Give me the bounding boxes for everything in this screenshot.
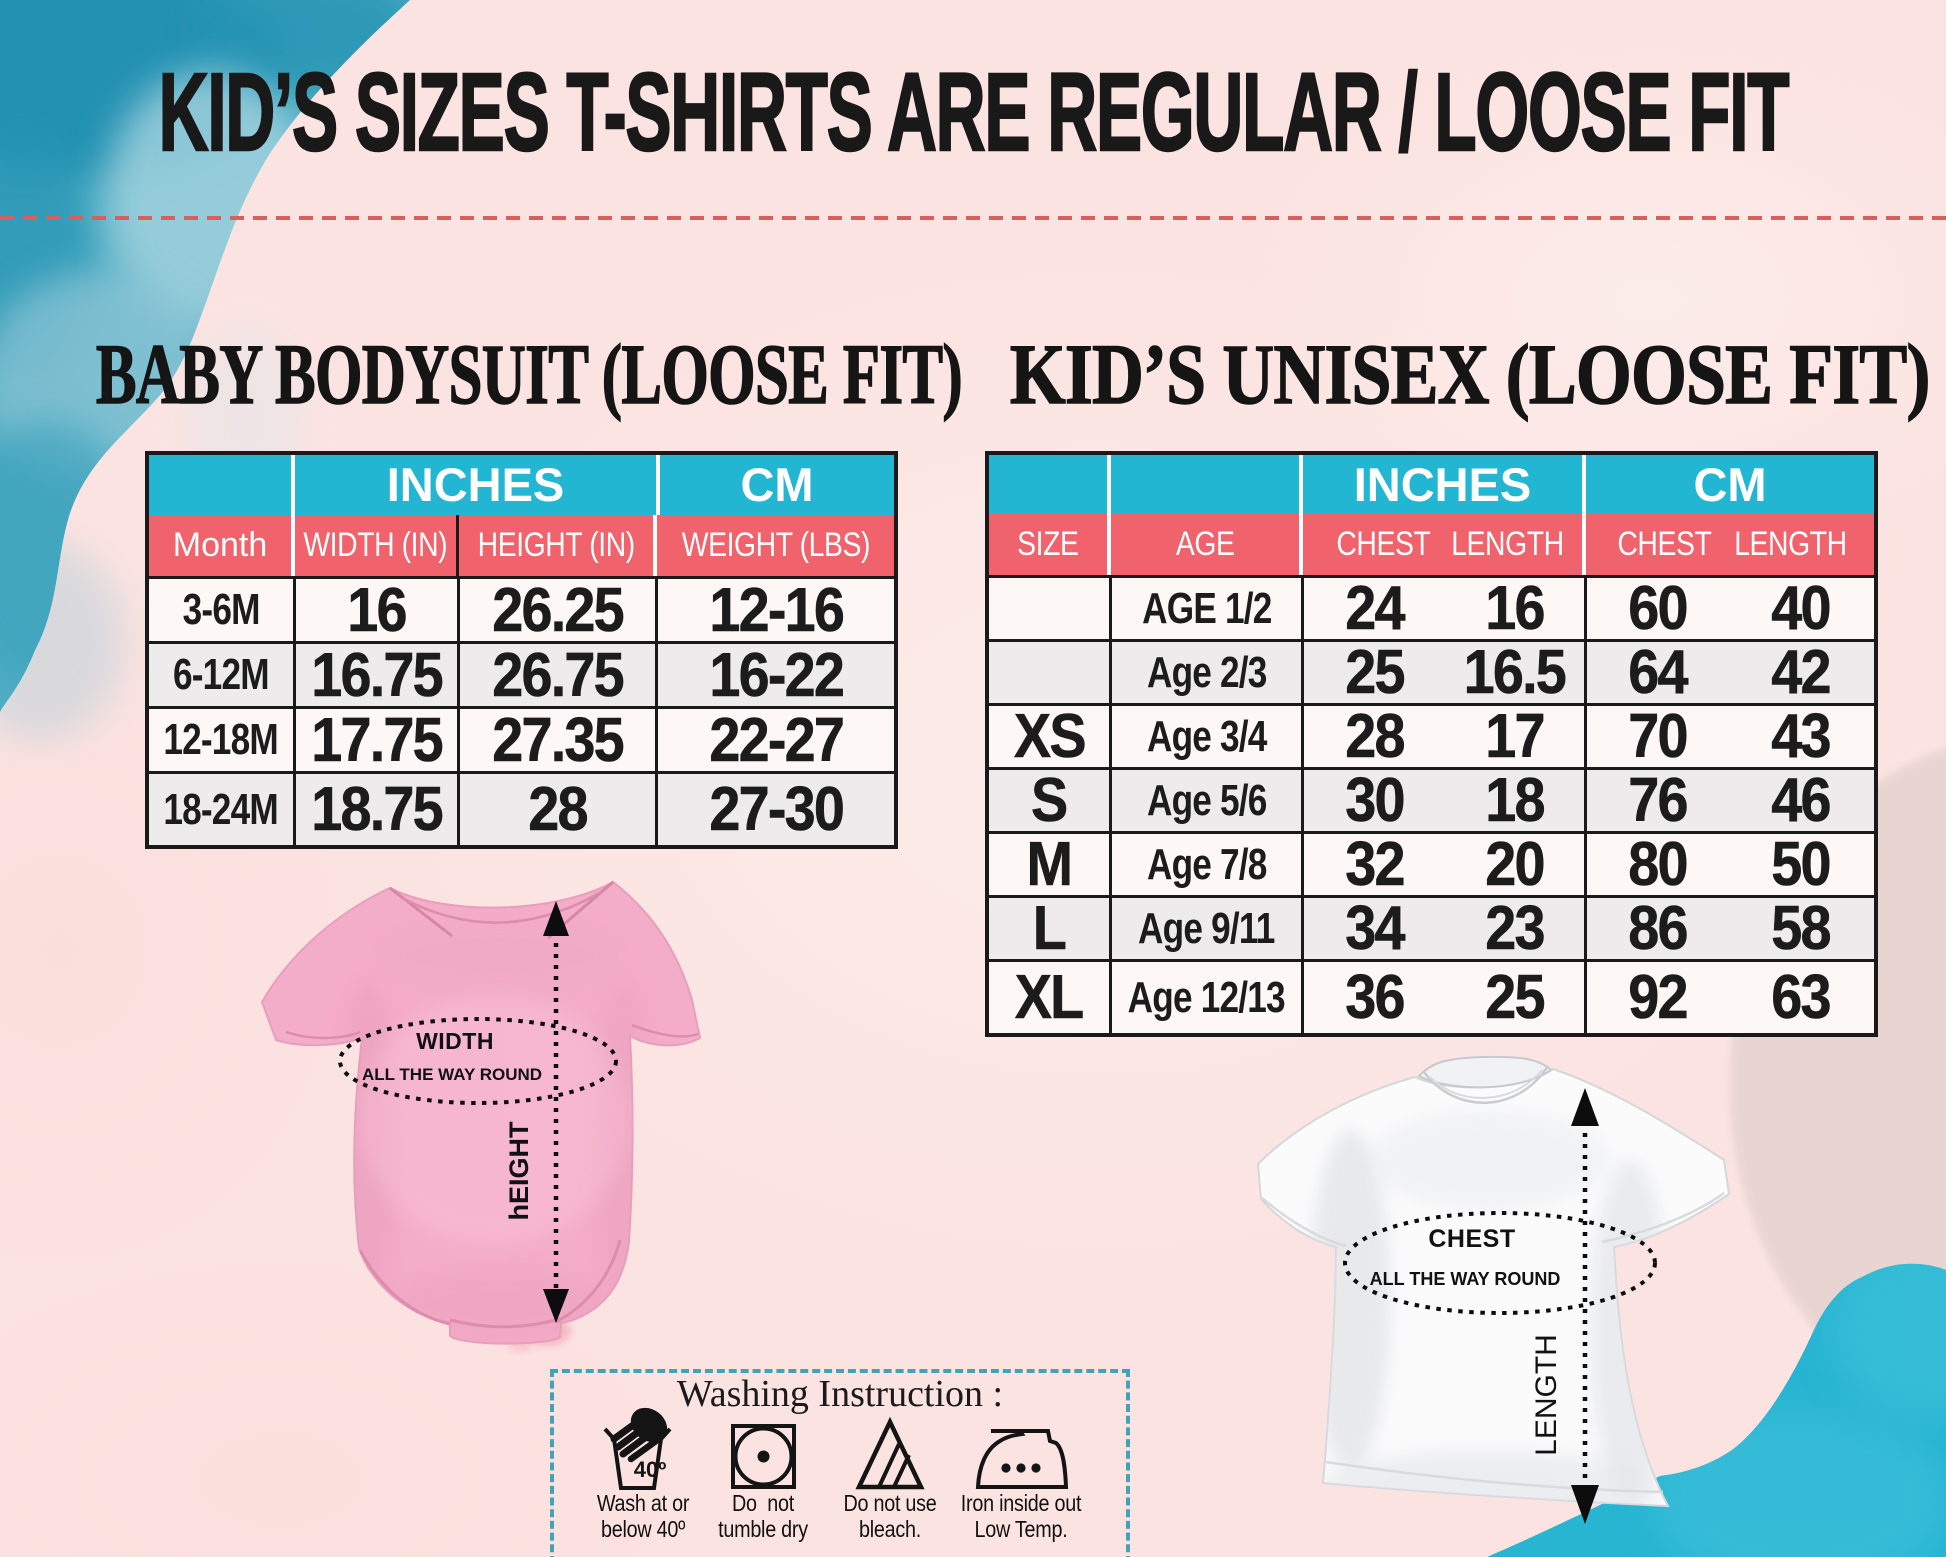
svg-text:hEIGHT: hEIGHT	[504, 1121, 534, 1221]
svg-text:CHEST: CHEST	[1428, 1225, 1515, 1253]
svg-text:ALL THE WAY ROUND: ALL THE WAY ROUND	[1370, 1269, 1561, 1289]
svg-text:ALL THE WAY ROUND: ALL THE WAY ROUND	[362, 1065, 542, 1084]
svg-text:WIDTH: WIDTH	[416, 1028, 494, 1054]
svg-text:LENGTH: LENGTH	[1530, 1334, 1563, 1456]
svg-text:40º: 40º	[634, 1457, 667, 1482]
